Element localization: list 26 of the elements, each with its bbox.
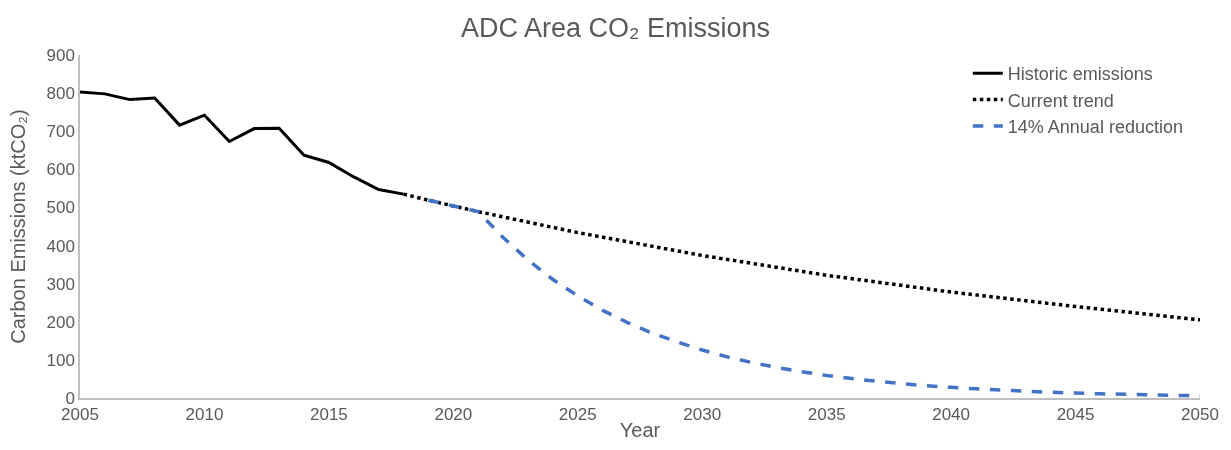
y-tick-label: 600 (46, 160, 75, 180)
x-tick-label: 2035 (807, 405, 846, 425)
y-tick-label: 700 (46, 122, 75, 142)
x-tick-label: 2030 (683, 405, 722, 425)
x-tick-label: 2040 (932, 405, 971, 425)
legend-label: Historic emissions (1007, 64, 1153, 85)
x-tick-label: 2025 (558, 405, 597, 425)
x-tick-label: 2045 (1056, 405, 1095, 425)
y-axis-title: Carbon Emissions (ktCO₂) (7, 109, 30, 344)
x-tick-label: 2005 (61, 405, 99, 425)
x-tick-label: 2015 (309, 405, 348, 425)
y-tick-label: 200 (46, 312, 75, 332)
y-tick-label: 100 (46, 350, 75, 370)
y-tick-label: 0 (65, 388, 75, 408)
y-tick-label: 500 (46, 198, 75, 218)
legend-label: 14% Annual reduction (1007, 117, 1183, 138)
x-tick-label: 2050 (1181, 405, 1219, 425)
x-tick-label: 2020 (434, 405, 473, 425)
x-axis-title: Year (619, 419, 661, 442)
y-tick-label: 900 (46, 45, 75, 65)
legend-label: Current trend (1007, 90, 1114, 111)
x-tick-label: 2010 (185, 405, 224, 425)
y-tick-label: 800 (46, 84, 75, 104)
y-tick-label: 400 (46, 236, 75, 256)
y-tick-label: 300 (46, 274, 75, 294)
chart-title: ADC Area CO₂ Emissions (460, 12, 771, 43)
